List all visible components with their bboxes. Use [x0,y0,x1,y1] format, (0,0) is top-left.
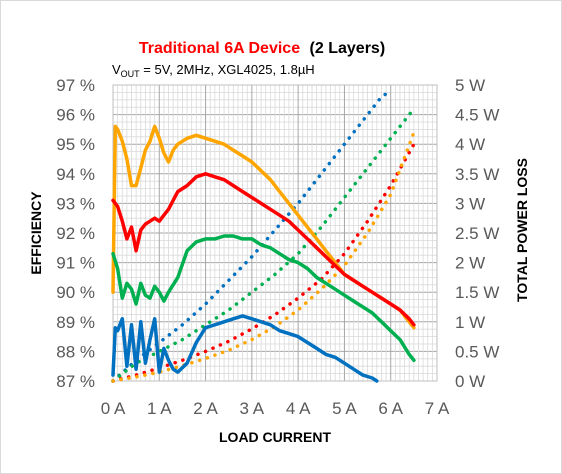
y-right-tick-label: 3 W [455,194,485,213]
x-tick-label: 6 A [378,399,403,418]
y-right-tick-label: 1.5 W [455,283,499,302]
x-tick-label: 1 A [147,399,172,418]
y-left-tick-label: 87 % [56,372,95,391]
y-right-tick-label: 1 W [455,313,485,332]
chart-title: Traditional 6A Device (2 Layers) [139,40,385,57]
y-right-tick-label: 5 W [455,76,485,95]
y-right-axis-ticks: 0 W 0.5 W 1 W 1.5 W 2 W 2.5 W 3 W 3.5 W 4 W 4.5 W… [455,76,499,391]
x-tick-label: 4 A [286,399,311,418]
y-right-tick-label: 4.5 W [455,106,499,125]
y-left-tick-label: 96 % [56,106,95,125]
x-tick-label: 0 A [101,399,126,418]
y-right-tick-label: 4 W [455,135,485,154]
chart-title-layers: (2 Layers) [310,40,386,57]
x-tick-label: 7 A [425,399,450,418]
y-left-tick-label: 88 % [56,342,95,361]
y-left-axis-label: EFFICIENCY [28,191,44,275]
efficiency-line-blue [111,314,379,383]
y-right-axis-label: TOTAL POWER LOSS [514,158,530,302]
loss-line-blue [111,89,393,383]
y-left-tick-label: 97 % [56,76,95,95]
loss-line-green [111,106,416,383]
chart-subtitle: VOUT = 5V, 2MHz, XGL4025, 1.8µH [112,62,315,79]
y-right-tick-label: 0.5 W [455,342,499,361]
y-left-tick-label: 95 % [56,135,95,154]
x-tick-label: 2 A [193,399,218,418]
subtitle-rest: = 5V, 2MHz, XGL4025, 1.8µH [140,62,315,77]
y-right-tick-label: 2.5 W [455,224,499,243]
y-left-tick-label: 91 % [56,254,95,273]
subtitle-v: V [112,62,121,77]
chart-title-main: Traditional 6A Device [139,40,300,57]
x-tick-label: 3 A [240,399,265,418]
x-axis-ticks: 0 A 1 A 2 A 3 A 4 A 5 A 6 A 7 A [101,399,450,418]
y-left-tick-label: 89 % [56,313,95,332]
y-left-tick-label: 93 % [56,194,95,213]
y-left-tick-label: 90 % [56,283,95,302]
efficiency-series [111,124,416,383]
grid [112,84,438,382]
efficiency-line-orange [111,124,416,330]
subtitle-sub: OUT [121,69,141,79]
y-left-tick-label: 94 % [56,165,95,184]
y-right-tick-label: 2 W [455,254,485,273]
x-tick-label: 5 A [332,399,357,418]
y-left-tick-label: 92 % [56,224,95,243]
efficiency-line-red [111,172,416,327]
y-right-tick-label: 3.5 W [455,165,499,184]
y-right-tick-label: 0 W [455,372,485,391]
efficiency-line-green [111,234,416,363]
y-left-axis-ticks: 87 % 88 % 89 % 90 % 91 % 92 % 93 % 94 % 95 % 96 %… [56,76,95,391]
x-axis-label: LOAD CURRENT [219,429,331,445]
